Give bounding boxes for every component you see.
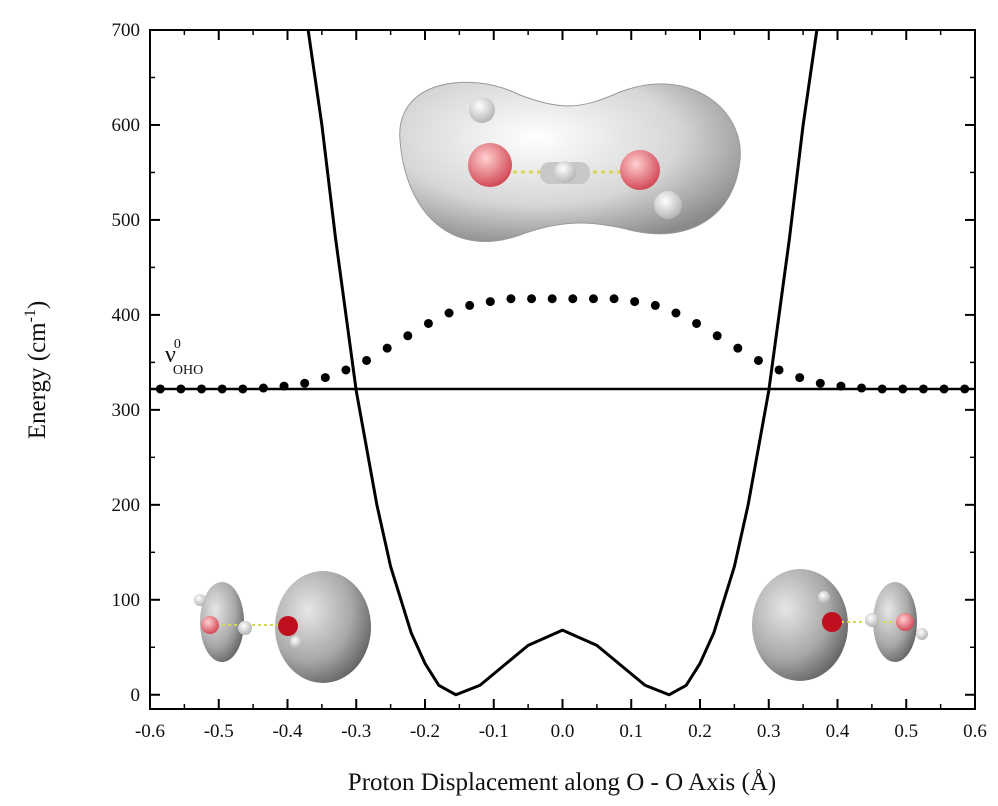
y-label-end: ) bbox=[24, 301, 51, 309]
molecule-top bbox=[399, 81, 741, 242]
y-tick-label: 300 bbox=[112, 400, 141, 421]
x-tick-label: 0.5 bbox=[894, 721, 918, 742]
y-tick-label: 700 bbox=[112, 20, 141, 41]
data-point bbox=[630, 297, 640, 307]
annotation-sub: OHO bbox=[173, 363, 203, 378]
data-point bbox=[403, 331, 413, 341]
data-point bbox=[815, 378, 825, 388]
data-point bbox=[238, 384, 248, 394]
data-point bbox=[692, 318, 702, 328]
data-point bbox=[444, 308, 454, 318]
y-tick-label: 0 bbox=[131, 685, 141, 706]
data-point bbox=[609, 294, 619, 304]
data-point bbox=[588, 294, 598, 304]
data-point bbox=[279, 381, 289, 391]
curve bbox=[306, 29, 819, 697]
data-point bbox=[176, 384, 186, 394]
data-point bbox=[197, 384, 207, 394]
y-tick-label: 500 bbox=[112, 210, 141, 231]
data-point bbox=[671, 308, 681, 318]
x-tick-label: 0.3 bbox=[757, 721, 781, 742]
data-point bbox=[650, 300, 660, 310]
data-point bbox=[960, 384, 970, 394]
data-point bbox=[423, 318, 433, 328]
data-point bbox=[795, 373, 805, 383]
data-point bbox=[485, 297, 495, 307]
data-point bbox=[362, 355, 372, 365]
data-point bbox=[217, 384, 227, 394]
data-point bbox=[857, 383, 867, 393]
annotation-symbol: ν bbox=[165, 342, 176, 368]
data-point bbox=[753, 355, 763, 365]
annotation: ν0 OHO bbox=[165, 337, 203, 378]
data-point bbox=[547, 294, 557, 304]
x-tick-label: -0.5 bbox=[204, 721, 234, 742]
data-point bbox=[341, 365, 351, 375]
data-point bbox=[300, 378, 310, 388]
data-point bbox=[320, 373, 330, 383]
molecule-right bbox=[752, 569, 928, 681]
x-tick-label: -0.3 bbox=[341, 721, 371, 742]
y-tick-label: 400 bbox=[112, 305, 141, 326]
x-axis-label: Proton Displacement along O - O Axis (Å) bbox=[348, 769, 776, 796]
data-point bbox=[733, 343, 743, 353]
data-point bbox=[382, 343, 392, 353]
y-label-sup: -1 bbox=[22, 309, 39, 322]
x-tick-label: 0.1 bbox=[619, 721, 643, 742]
plot-frame bbox=[149, 29, 976, 710]
x-tick-label: 0.0 bbox=[551, 721, 575, 742]
x-tick-label: -0.6 bbox=[135, 721, 165, 742]
y-axis-label: Energy (cm-1) bbox=[22, 301, 51, 440]
x-tick-label: -0.4 bbox=[272, 721, 303, 742]
data-point bbox=[939, 384, 949, 394]
data-point bbox=[918, 384, 928, 394]
y-tick-label: 600 bbox=[112, 115, 141, 136]
y-tick-label: 200 bbox=[112, 495, 141, 516]
data-point bbox=[774, 365, 784, 375]
x-tick-label: -0.2 bbox=[410, 721, 440, 742]
y-tick-label: 100 bbox=[112, 590, 141, 611]
x-tick-label: 0.2 bbox=[688, 721, 712, 742]
x-tick-label: 0.6 bbox=[963, 721, 987, 742]
data-point bbox=[506, 294, 516, 304]
x-tick-label: 0.4 bbox=[826, 721, 850, 742]
data-point bbox=[527, 294, 537, 304]
data-point bbox=[568, 294, 578, 304]
data-point bbox=[258, 383, 268, 393]
data-point bbox=[465, 300, 475, 310]
y-label-main: Energy (cm bbox=[24, 322, 51, 439]
data-point bbox=[712, 331, 722, 341]
data-point bbox=[836, 381, 846, 391]
data-point bbox=[898, 384, 908, 394]
data-point bbox=[155, 384, 165, 394]
data-point bbox=[877, 384, 887, 394]
annotation-sup: 0 bbox=[174, 337, 181, 352]
x-tick-label: -0.1 bbox=[479, 721, 509, 742]
molecule-left bbox=[194, 571, 371, 683]
